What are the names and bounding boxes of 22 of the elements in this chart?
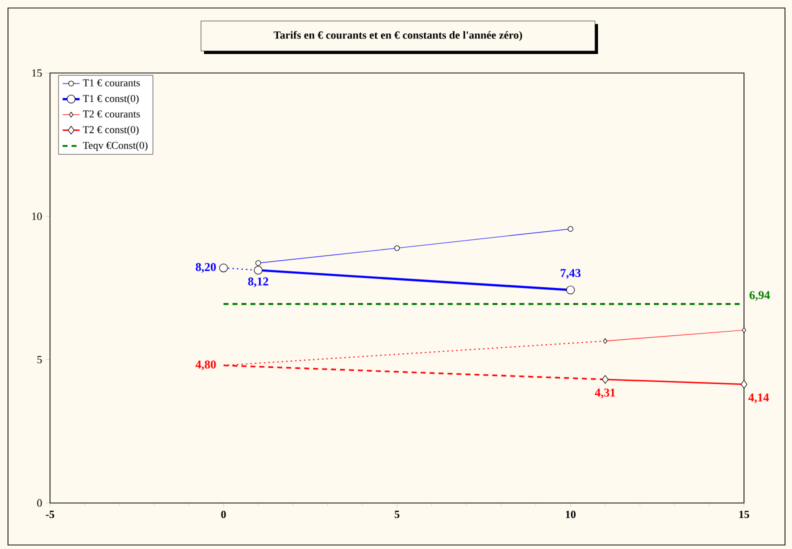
legend-label: T1 € courants [82,79,140,86]
chart-title: Tarifs en € courants et en € constants de l'année zéro) [274,30,522,42]
legend-label: T2 € courants [82,110,140,118]
data-label: 8,12 [248,277,268,288]
x-tick-label: -5 [46,510,54,518]
y-tick-label: 0 [37,499,42,507]
data-label: 4,80 [196,360,216,370]
data-label: 7,43 [560,269,581,279]
x-tick-label: 5 [394,510,400,518]
data-label: 4,14 [748,394,769,404]
data-label: 4,31 [594,388,616,398]
legend-label: Teqv €Const(0) [82,142,148,152]
data-label: 6,94 [750,291,770,301]
y-tick-label: 5 [37,356,42,364]
x-tick-label: 10 [566,510,576,518]
legend-label: T2 € const(0) [82,126,139,136]
y-tick-label: 10 [32,212,42,220]
y-tick-label: 15 [32,69,42,77]
legend-label: T1 € const(0) [82,94,139,104]
x-tick-label: 15 [739,510,750,518]
x-tick-label: 0 [221,510,226,518]
data-label: 8,20 [196,263,216,273]
